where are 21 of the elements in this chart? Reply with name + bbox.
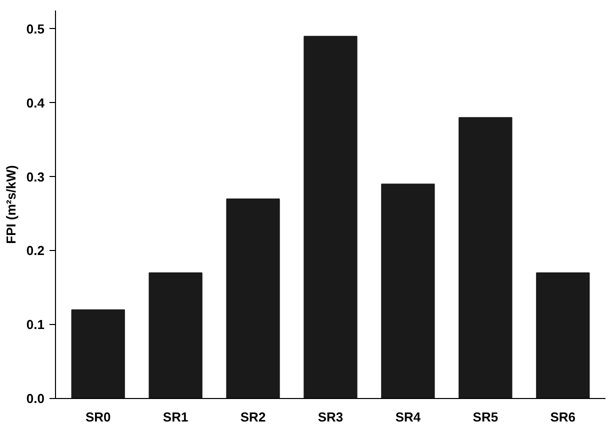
y-tick-label: 0.1	[26, 317, 45, 332]
x-tick-label: SR2	[240, 410, 266, 424]
y-tick-label: 0.2	[26, 243, 45, 258]
x-tick-label: SR0	[85, 410, 111, 424]
x-tick-label: SR4	[395, 410, 422, 424]
y-tick-label: 0.5	[26, 21, 45, 36]
y-tick-label: 0.0	[26, 391, 45, 406]
bar	[458, 117, 512, 398]
x-tick-label: SR5	[472, 410, 498, 424]
x-tick-label: SR1	[162, 410, 188, 424]
bar	[304, 36, 358, 398]
y-axis-title: FPI (m²s/kW)	[3, 165, 18, 244]
y-tick-label: 0.4	[26, 95, 46, 110]
bar	[381, 184, 435, 398]
x-tick-label: SR6	[550, 410, 576, 424]
y-tick-label: 0.3	[26, 169, 45, 184]
bar	[536, 272, 590, 398]
bar	[71, 309, 125, 398]
x-tick-label: SR3	[318, 410, 344, 424]
bar	[148, 272, 202, 398]
bar	[226, 198, 280, 398]
